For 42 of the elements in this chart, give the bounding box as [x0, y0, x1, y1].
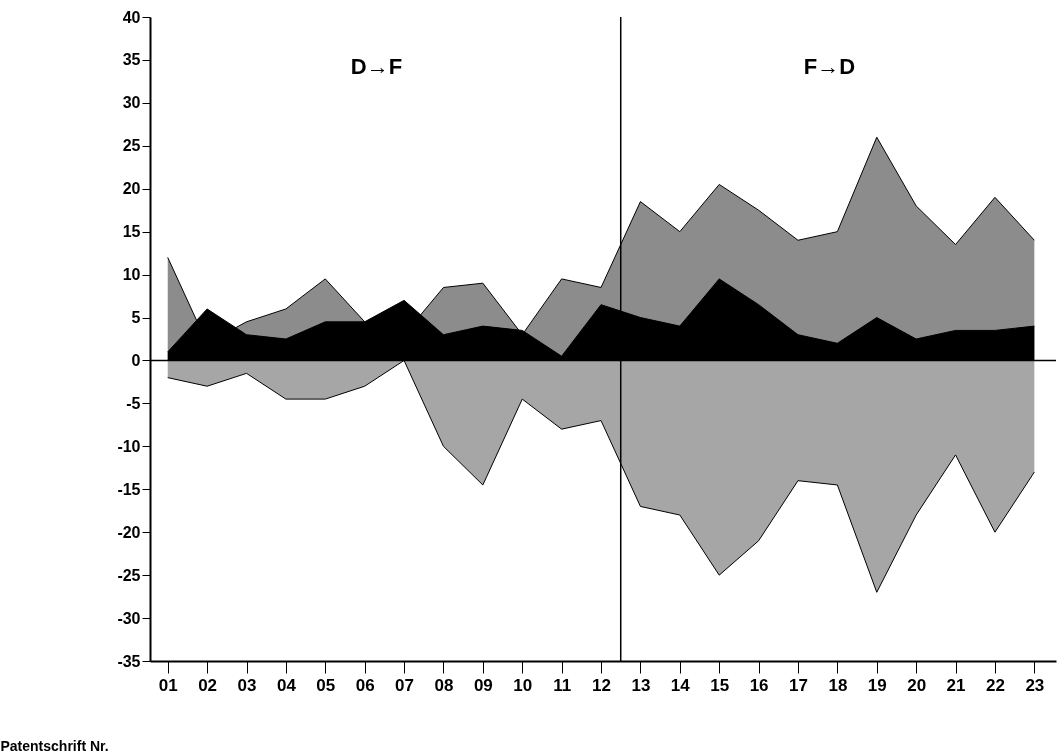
x-tick-label: 03: [237, 675, 257, 695]
x-tick-label: 01: [158, 675, 178, 695]
x-tick-label: 02: [198, 675, 218, 695]
x-tick-label: 04: [276, 675, 297, 695]
y-tick-label: 35: [122, 51, 141, 69]
x-tick-label: 23: [1025, 675, 1045, 695]
x-tick-label: 17: [789, 675, 808, 695]
x-tick-label: 12: [592, 675, 611, 695]
x-tick-label: 08: [434, 675, 454, 695]
x-tick-label: 07: [395, 675, 415, 695]
y-tick-label: 0: [131, 351, 141, 369]
x-tick-label: 22: [985, 675, 1005, 695]
x-tick-label: 18: [828, 675, 848, 695]
annotation: D→F: [350, 54, 403, 79]
y-tick-label: 10: [122, 266, 141, 284]
x-tick-label: 11: [553, 675, 572, 695]
x-tick-label: 13: [631, 675, 651, 695]
x-tick-label: 20: [907, 675, 927, 695]
y-tick-label: -25: [117, 566, 141, 584]
y-tick-label: 5: [131, 309, 141, 327]
y-tick-label: 15: [122, 223, 141, 241]
x-tick-label: 09: [473, 675, 493, 695]
x-tick-label: 15: [710, 675, 730, 695]
y-tick-label: -15: [117, 480, 141, 498]
y-tick-label: 25: [122, 137, 141, 155]
x-tick-label: 21: [946, 675, 966, 695]
x-tick-label: 19: [867, 675, 887, 695]
y-tick-label: 20: [122, 180, 141, 198]
x-tick-label: 06: [355, 675, 375, 695]
x-tick-label: 10: [513, 675, 533, 695]
y-tick-label: 40: [122, 8, 141, 26]
y-tick-label: -20: [117, 523, 141, 541]
y-tick-label: -10: [117, 437, 141, 455]
y-tick-label: -35: [117, 652, 141, 670]
y-tick-label: 30: [122, 94, 141, 112]
annotation: F→D: [803, 54, 856, 79]
y-tick-label: -30: [117, 609, 141, 627]
x-tick-label: 16: [749, 675, 769, 695]
x-tick-label: 14: [670, 675, 691, 695]
x-axis-title: Patentschrift Nr.: [0, 737, 109, 751]
y-tick-label: -5: [126, 394, 141, 412]
x-tick-label: 05: [316, 675, 336, 695]
